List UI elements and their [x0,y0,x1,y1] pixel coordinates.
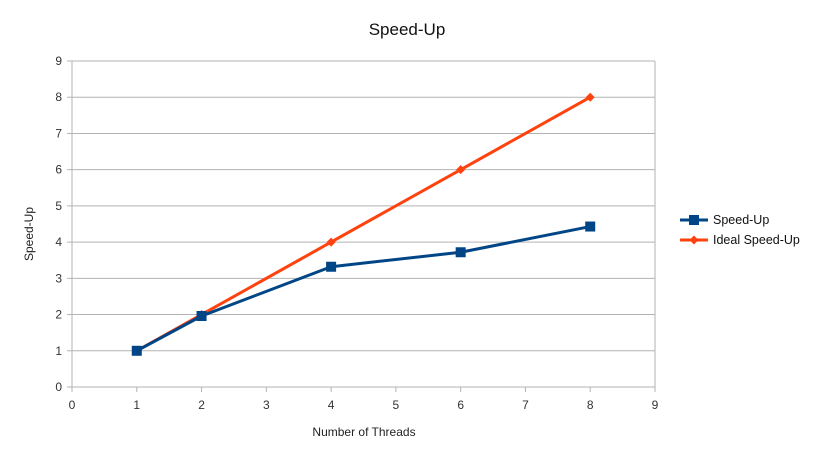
x-tick-label: 8 [587,398,594,412]
series-line [136,225,591,353]
x-tick-label: 7 [522,398,529,412]
y-tick-label: 9 [55,54,62,68]
x-tick-label: 0 [69,398,76,412]
y-tick-label: 0 [55,380,62,394]
y-tick-label: 3 [55,271,62,285]
legend: Speed-Up Ideal Speed-Up [680,213,800,247]
series-speed-up [131,221,596,356]
y-tick-label: 7 [55,126,62,140]
data-point [131,345,142,356]
data-point [196,311,207,322]
chart-title: Speed-Up [369,20,446,39]
y-tick-labels: 0 1 2 3 4 5 6 7 8 9 [55,54,62,394]
x-tick-label: 6 [457,398,464,412]
x-axis-label: Number of Threads [312,425,415,439]
x-tick-label: 3 [263,398,270,412]
legend-marker [689,215,699,225]
x-tick-label: 2 [198,398,205,412]
x-tick-label: 4 [328,398,335,412]
series-group [131,92,596,356]
data-point [456,165,466,175]
y-tick-label: 2 [55,308,62,322]
data-point [326,261,337,272]
y-tick-label: 8 [55,90,62,104]
y-tick-label: 4 [55,235,62,249]
y-tick-label: 5 [55,199,62,213]
axes [67,60,656,392]
legend-marker [689,235,699,245]
data-point [585,221,596,232]
legend-item: Ideal Speed-Up [680,233,800,247]
data-point [326,237,336,247]
data-point [455,247,466,258]
x-tick-labels: 0 1 2 3 4 5 6 7 8 9 [69,398,659,412]
y-tick-label: 1 [55,344,62,358]
x-tick-label: 5 [393,398,400,412]
y-tick-label: 6 [55,163,62,177]
legend-label: Speed-Up [713,213,769,227]
legend-item: Speed-Up [680,213,769,227]
x-tick-label: 1 [133,398,140,412]
y-axis-label: Speed-Up [22,207,36,261]
x-tick-label: 9 [652,398,659,412]
data-point [585,92,595,102]
grid-lines [72,60,655,388]
legend-label: Ideal Speed-Up [713,233,800,247]
